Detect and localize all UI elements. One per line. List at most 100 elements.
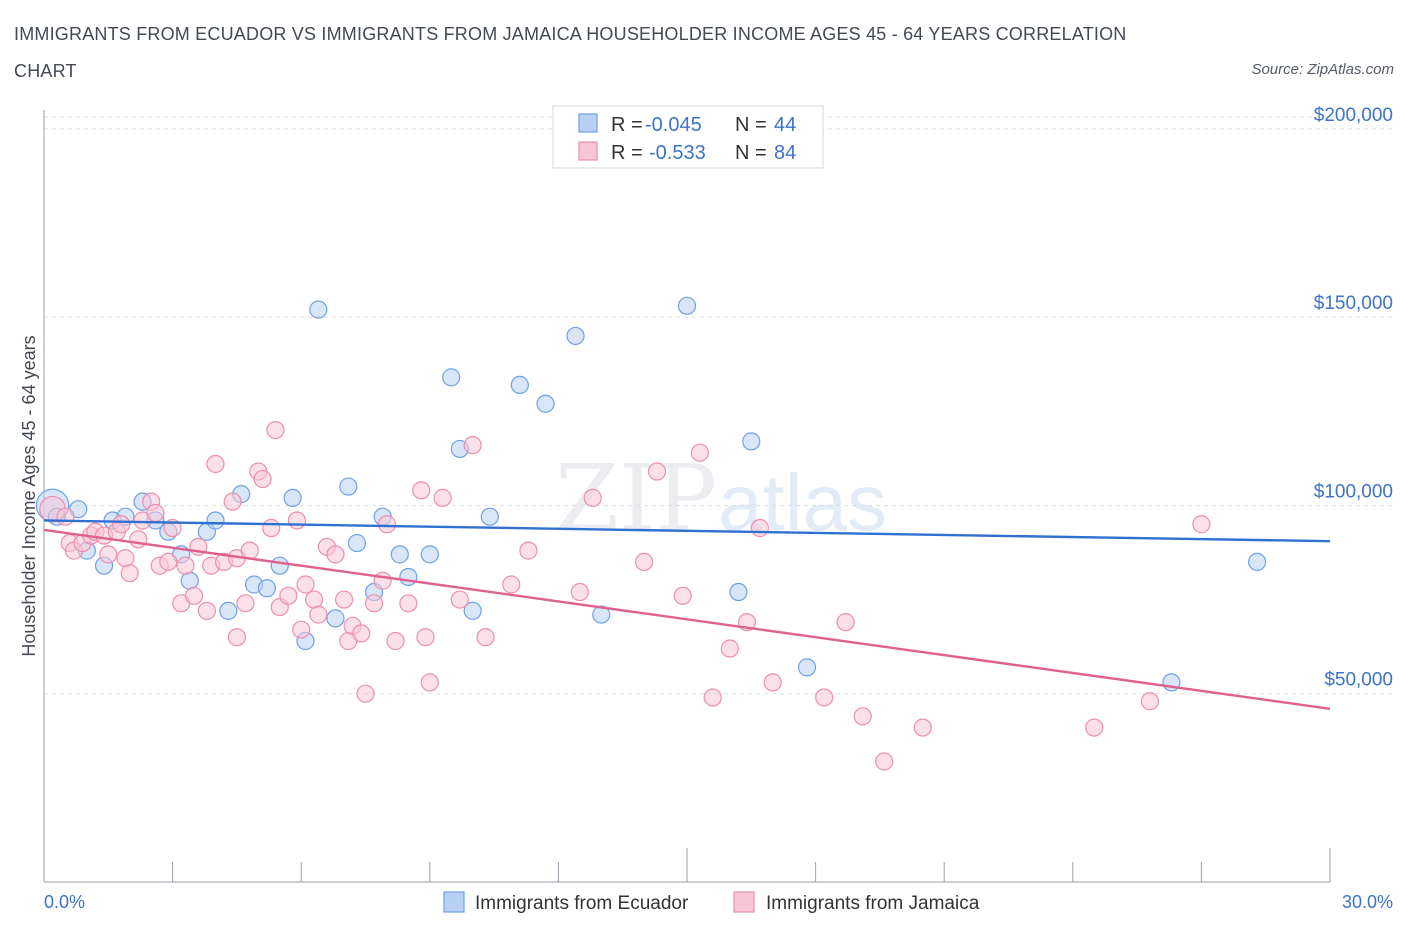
point-jamaica-26 <box>206 454 225 474</box>
point-jamaica-18 <box>159 552 178 572</box>
legend-r-value-ecuador: -0.045 <box>645 114 702 136</box>
point-jamaica-63 <box>502 575 521 594</box>
point-jamaica-71 <box>703 688 722 707</box>
point-jamaica-68 <box>647 462 667 481</box>
watermark-zip: ZIP <box>555 445 717 552</box>
point-jamaica-8 <box>99 545 118 564</box>
series-legend-label-ecuador: Immigrants from Ecuador <box>475 893 689 914</box>
series-legend-swatch-ecuador <box>443 891 465 913</box>
point-ecuador-36 <box>566 326 585 346</box>
point-jamaica-28 <box>223 492 242 511</box>
legend-n-label-jamaica: N = <box>735 142 767 164</box>
x-tick-label-max: 30.0% <box>1342 892 1393 912</box>
point-jamaica-42 <box>304 590 324 609</box>
point-jamaica-35 <box>262 518 281 538</box>
point-jamaica-31 <box>236 594 255 613</box>
point-jamaica-70 <box>690 443 709 462</box>
point-jamaica-46 <box>334 590 354 609</box>
point-jamaica-53 <box>377 515 397 534</box>
y-tick-label-150000: $150,000 <box>1314 293 1393 314</box>
point-jamaica-83 <box>1192 515 1211 534</box>
point-ecuador-13 <box>206 511 225 530</box>
legend-r-value-jamaica: -0.533 <box>649 142 706 164</box>
point-ecuador-11 <box>180 571 199 590</box>
point-jamaica-12 <box>120 564 139 583</box>
point-jamaica-72 <box>720 639 739 658</box>
point-jamaica-16 <box>146 503 165 523</box>
point-jamaica-58 <box>420 673 439 692</box>
x-tick-label-min: 0.0% <box>44 892 85 912</box>
legend-box <box>552 105 824 169</box>
legend-n-value-ecuador: 44 <box>774 114 796 136</box>
point-jamaica-36 <box>266 420 285 440</box>
point-jamaica-66 <box>583 488 602 507</box>
point-ecuador-43 <box>1248 552 1267 572</box>
point-jamaica-45 <box>326 545 345 564</box>
point-jamaica-60 <box>450 590 469 609</box>
point-ecuador-23 <box>339 477 358 496</box>
point-ecuador-14 <box>219 601 238 620</box>
point-ecuador-17 <box>257 579 277 598</box>
point-jamaica-21 <box>176 556 195 575</box>
point-jamaica-67 <box>635 552 654 572</box>
point-ecuador-34 <box>510 375 529 395</box>
legend-swatch-jamaica <box>578 141 598 161</box>
point-jamaica-82 <box>1140 692 1160 711</box>
point-jamaica-75 <box>763 673 782 692</box>
legend-r-label-ecuador: R = <box>611 114 643 136</box>
point-jamaica-25 <box>197 601 216 620</box>
watermark: ZIP atlas <box>555 445 887 552</box>
trend-line-jamaica <box>43 528 1331 710</box>
series-jamaica-points <box>39 420 1211 771</box>
series-legend-label-jamaica: Immigrants from Jamaica <box>766 893 980 914</box>
trend-line-ecuador <box>43 519 1331 543</box>
point-jamaica-22 <box>184 586 204 605</box>
point-ecuador-35 <box>536 394 555 413</box>
legend-n-label-ecuador: N = <box>735 114 767 136</box>
point-jamaica-69 <box>673 586 692 605</box>
point-jamaica-50 <box>356 684 375 703</box>
point-ecuador-38 <box>677 296 697 315</box>
point-jamaica-41 <box>296 575 315 594</box>
point-ecuador-21 <box>309 300 328 319</box>
point-ecuador-30 <box>442 368 461 387</box>
y-tick-label-200000: $200,000 <box>1314 105 1393 126</box>
point-jamaica-39 <box>287 511 307 530</box>
point-jamaica-30 <box>227 628 246 647</box>
chart-title: IMMIGRANTS FROM ECUADOR VS IMMIGRANTS FR… <box>14 24 1127 81</box>
point-ecuador-22 <box>326 609 345 628</box>
point-jamaica-34 <box>253 469 272 489</box>
y-tick-label-100000: $100,000 <box>1314 481 1393 502</box>
point-jamaica-80 <box>913 718 932 737</box>
legend-n-value-jamaica: 84 <box>774 142 796 164</box>
point-ecuador-24 <box>347 533 367 553</box>
point-ecuador-41 <box>797 658 817 677</box>
series-legend: Immigrants from Ecuador Immigrants from … <box>443 891 980 914</box>
point-jamaica-57 <box>416 628 435 647</box>
point-jamaica-61 <box>463 436 482 455</box>
point-ecuador-39 <box>729 582 748 602</box>
y-axis-label: Householder Income Ages 45 - 64 years <box>19 335 39 656</box>
point-jamaica-62 <box>476 628 495 647</box>
point-jamaica-65 <box>570 582 589 602</box>
point-jamaica-40 <box>292 620 311 639</box>
source-label: Source: ZipAtlas.com <box>1251 61 1394 78</box>
point-jamaica-78 <box>853 707 872 726</box>
point-jamaica-54 <box>386 631 405 651</box>
point-jamaica-49 <box>352 624 371 643</box>
point-ecuador-37 <box>592 605 611 624</box>
y-tick-label-50000: $50,000 <box>1324 670 1393 691</box>
point-jamaica-55 <box>399 594 418 613</box>
point-jamaica-43 <box>309 605 328 624</box>
point-ecuador-27 <box>390 545 409 564</box>
point-ecuador-28 <box>399 567 418 587</box>
point-jamaica-1 <box>56 507 75 526</box>
point-jamaica-13 <box>129 530 148 549</box>
y-tick-labels: $50,000 $100,000 $150,000 $200,000 <box>1314 105 1393 691</box>
point-ecuador-40 <box>742 432 761 451</box>
x-ticks <box>43 848 1331 882</box>
point-jamaica-38 <box>279 586 298 605</box>
point-jamaica-52 <box>373 571 392 590</box>
point-jamaica-76 <box>815 688 834 707</box>
